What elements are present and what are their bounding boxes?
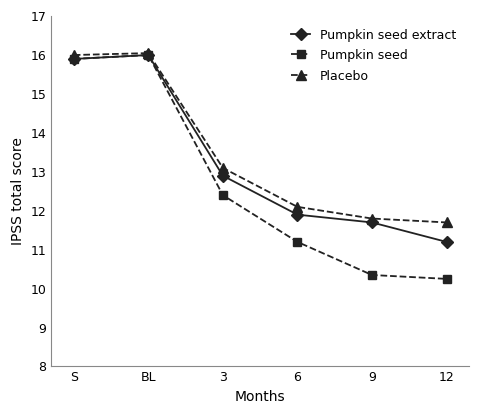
Placebo	[444, 220, 449, 225]
Pumpkin seed extract	[444, 239, 449, 244]
Pumpkin seed	[444, 276, 449, 281]
Placebo	[369, 216, 375, 221]
Line: Pumpkin seed: Pumpkin seed	[70, 51, 451, 283]
Pumpkin seed extract	[220, 173, 226, 178]
Pumpkin seed	[145, 53, 151, 58]
Placebo	[295, 204, 300, 209]
Pumpkin seed extract	[71, 56, 77, 61]
Placebo	[145, 51, 151, 56]
Pumpkin seed extract	[295, 212, 300, 217]
Placebo	[220, 166, 226, 171]
Line: Placebo: Placebo	[69, 48, 451, 227]
Pumpkin seed	[220, 193, 226, 198]
Placebo	[71, 53, 77, 58]
Y-axis label: IPSS total score: IPSS total score	[11, 137, 25, 245]
Line: Pumpkin seed extract: Pumpkin seed extract	[70, 51, 451, 246]
Pumpkin seed	[369, 273, 375, 278]
Pumpkin seed	[71, 56, 77, 61]
Legend: Pumpkin seed extract, Pumpkin seed, Placebo: Pumpkin seed extract, Pumpkin seed, Plac…	[285, 22, 463, 89]
Pumpkin seed extract	[369, 220, 375, 225]
X-axis label: Months: Months	[235, 390, 286, 404]
Pumpkin seed	[295, 239, 300, 244]
Pumpkin seed extract	[145, 53, 151, 58]
